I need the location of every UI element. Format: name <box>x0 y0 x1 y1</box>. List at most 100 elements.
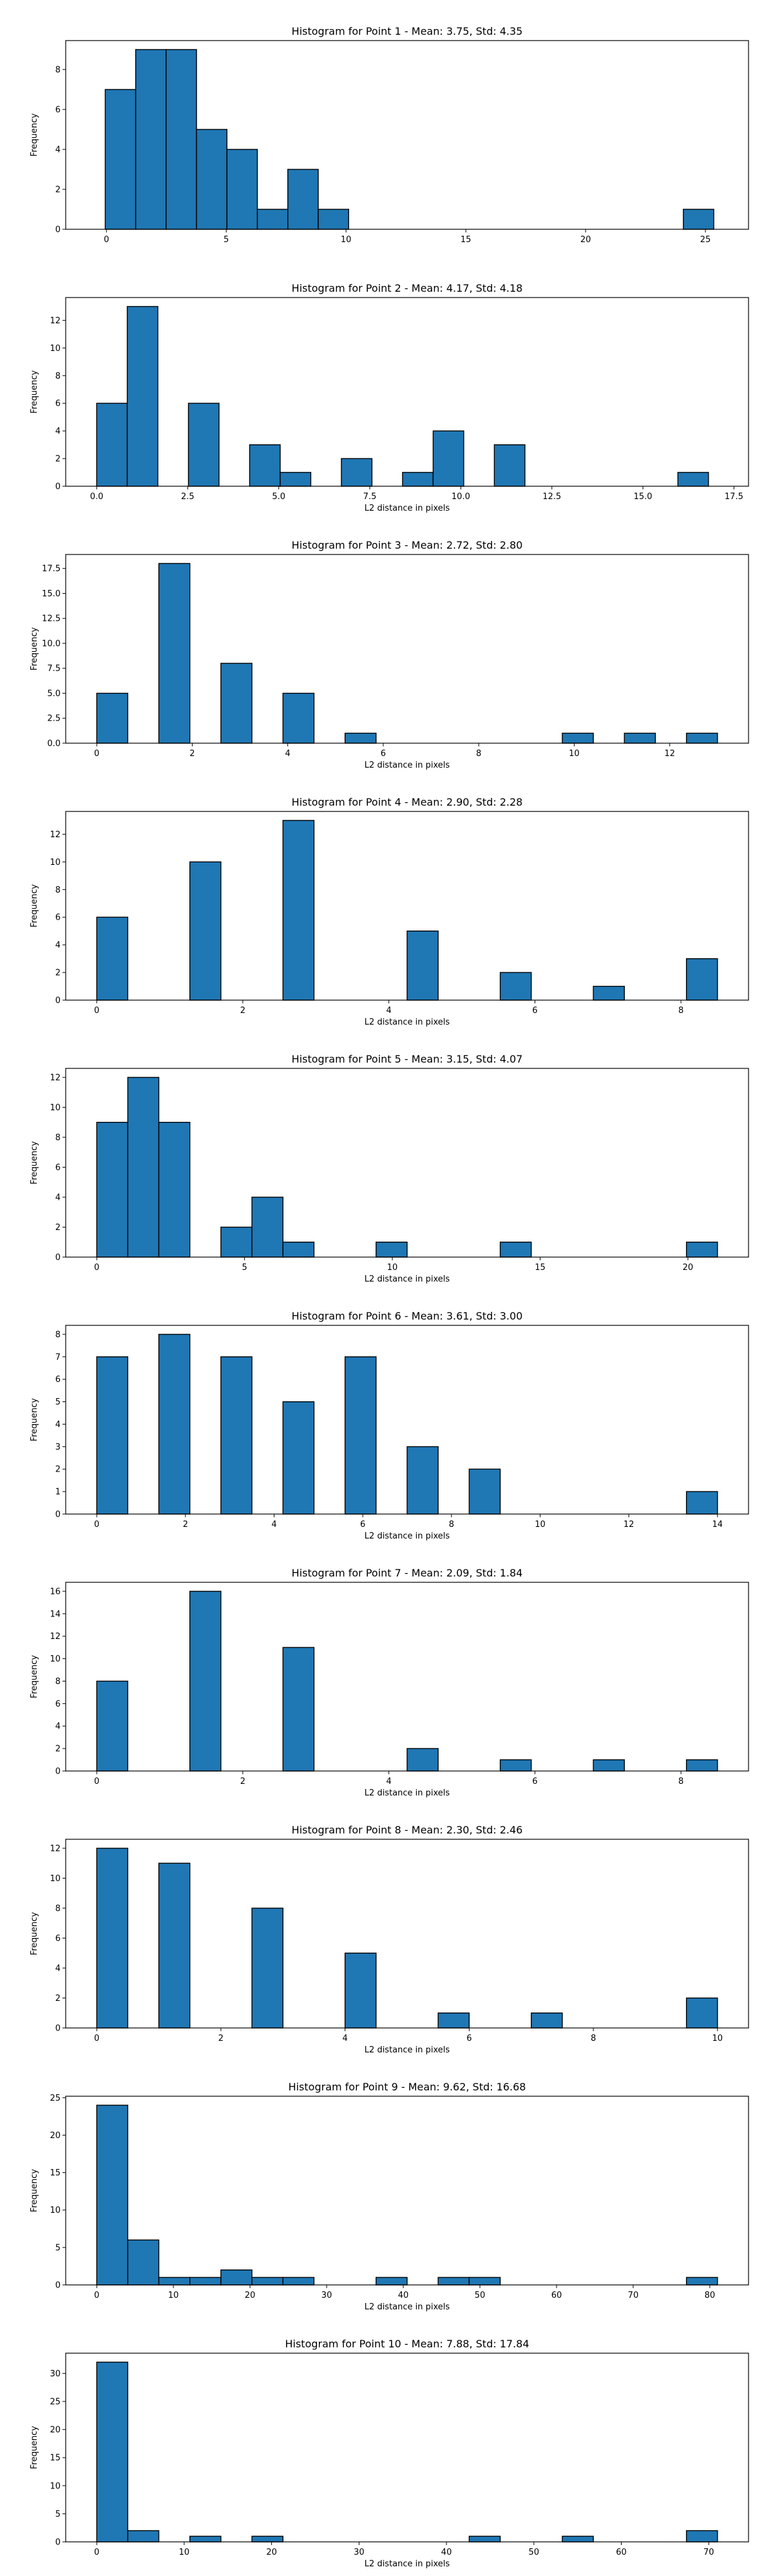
x-tick-label: 0 <box>94 749 99 759</box>
histogram-bar <box>685 1242 718 1258</box>
y-tick-label: 0 <box>55 225 61 235</box>
y-axis-label: Frequency <box>30 370 39 413</box>
x-tick-label: 10 <box>341 235 352 245</box>
y-tick-label: 2 <box>55 1994 61 2003</box>
histogram-bar <box>344 1356 377 1515</box>
histogram-bar <box>96 1680 129 1772</box>
y-tick-label: 4 <box>55 427 61 437</box>
y-axis-label: Frequency <box>30 2169 39 2212</box>
y-tick-label: 4 <box>55 1964 61 1973</box>
x-tick-label: 14 <box>712 1520 723 1530</box>
x-tick-label: 6 <box>381 749 386 759</box>
x-tick-label: 15.0 <box>634 492 653 502</box>
x-tick-label: 80 <box>705 2291 716 2300</box>
chart-title: Histogram for Point 8 - Mean: 2.30, Std:… <box>292 1824 523 1836</box>
plot-frame <box>65 554 749 744</box>
y-tick-label: 0 <box>55 2281 61 2291</box>
y-tick-label: 0 <box>55 1253 61 1263</box>
y-tick-label: 0 <box>55 1767 61 1777</box>
x-tick-label: 7.5 <box>363 492 377 502</box>
x-tick-label: 15 <box>535 1263 546 1273</box>
y-tick-label: 10 <box>50 344 61 354</box>
x-tick-label: 0 <box>94 2548 99 2557</box>
histogram-bar <box>187 402 220 487</box>
y-tick-label: 6 <box>55 105 61 115</box>
y-tick-label: 6 <box>55 913 61 923</box>
histogram-bar <box>593 985 625 1001</box>
histogram-bar <box>685 2277 718 2286</box>
chart-title: Histogram for Point 7 - Mean: 2.09, Std:… <box>292 1567 523 1579</box>
plot-frame <box>65 1325 749 1515</box>
histogram-bar <box>683 209 714 230</box>
histogram-bar <box>437 2012 470 2029</box>
histogram-bar <box>251 1197 283 1258</box>
y-tick-label: 4 <box>55 1193 61 1202</box>
histogram-bar <box>251 1908 283 2029</box>
y-tick-label: 12 <box>50 1073 61 1083</box>
histogram-bar <box>282 1647 315 1772</box>
histogram-bar <box>493 444 526 487</box>
x-tick-label: 12.5 <box>542 492 561 502</box>
x-tick-label: 10 <box>168 2291 179 2300</box>
y-axis-label: Frequency <box>30 884 39 927</box>
x-tick-label: 17.5 <box>725 492 743 502</box>
x-axis-label: L2 distance in pixels <box>365 2559 450 2569</box>
y-tick-label: 8 <box>55 372 61 381</box>
y-tick-label: 10 <box>50 2481 61 2491</box>
histogram-bar <box>158 563 191 744</box>
x-tick-label: 10 <box>179 2548 190 2557</box>
x-tick-label: 6 <box>532 1777 537 1786</box>
y-tick-label: 15.0 <box>42 589 61 599</box>
y-tick-label: 2 <box>55 455 61 464</box>
plot-frame <box>65 40 749 230</box>
x-tick-label: 4 <box>386 1006 392 1016</box>
y-axis-label: Frequency <box>30 627 39 670</box>
y-tick-label: 15 <box>50 2168 61 2178</box>
histogram-bar <box>96 1122 129 1258</box>
histogram-panel-8: 0 2 4 6 8 10 0 2 4 6 8 10 12 Histogram for Point 8 - … <box>30 1824 749 2055</box>
histogram-bar <box>220 1356 253 1515</box>
plot-frame <box>65 811 749 1001</box>
y-tick-label: 4 <box>55 145 61 155</box>
y-tick-label: 2 <box>55 1223 61 1233</box>
y-tick-label: 8 <box>55 1677 61 1687</box>
histogram-panel-5: 0 5 10 15 20 0 2 4 6 8 10 12 Histogram for Point 5 -… <box>30 1053 749 1284</box>
y-tick-label: 6 <box>55 1934 61 1944</box>
y-tick-label: 6 <box>55 1375 61 1385</box>
y-tick-label: 2 <box>55 1465 61 1475</box>
y-axis-label: Frequency <box>30 1141 39 1184</box>
y-axis-label: Frequency <box>30 113 39 156</box>
chart-title: Histogram for Point 2 - Mean: 4.17, Std:… <box>292 282 523 294</box>
y-tick-label: 0 <box>55 996 61 1006</box>
y-tick-label: 25 <box>50 2094 61 2103</box>
histogram-bar <box>685 1997 718 2029</box>
x-axis-label: L2 distance in pixels <box>365 504 450 513</box>
histogram-bar <box>256 209 289 230</box>
x-tick-label: 5.0 <box>272 492 285 502</box>
histogram-bar <box>406 930 439 1001</box>
x-tick-label: 30 <box>321 2291 332 2300</box>
histogram-bar <box>376 2277 408 2286</box>
y-tick-label: 2 <box>55 1745 61 1754</box>
histogram-panel-10: 0 10 20 30 40 50 60 70 0 5 10 15 20 25 30 Histogram for… <box>30 2338 749 2569</box>
y-tick-label: 5.0 <box>47 689 61 699</box>
y-tick-label: 0.0 <box>47 739 61 749</box>
y-tick-label: 0 <box>55 2024 61 2034</box>
histogram-bar <box>96 402 128 487</box>
histogram-bar <box>96 916 129 1001</box>
histogram-bar <box>127 2530 160 2543</box>
histogram-bar <box>158 1862 191 2029</box>
plot-frame <box>65 2096 749 2286</box>
histogram-bar <box>135 49 167 230</box>
histogram-panel-3: 0 2 4 6 8 10 12 0.0 2.5 5.0 7.5 10.0 12.5 15.0 17.5 His… <box>30 539 749 770</box>
y-tick-label: 10 <box>50 1103 61 1113</box>
histogram-bar <box>406 1446 439 1515</box>
x-tick-label: 20 <box>683 1263 694 1273</box>
y-tick-label: 8 <box>55 886 61 895</box>
histogram-bar <box>624 732 656 744</box>
x-axis-label: L2 distance in pixels <box>365 1531 450 1541</box>
x-tick-label: 2.5 <box>181 492 195 502</box>
x-tick-label: 2 <box>240 1006 245 1016</box>
histogram-bar <box>158 1122 191 1258</box>
x-tick-label: 50 <box>529 2548 540 2557</box>
